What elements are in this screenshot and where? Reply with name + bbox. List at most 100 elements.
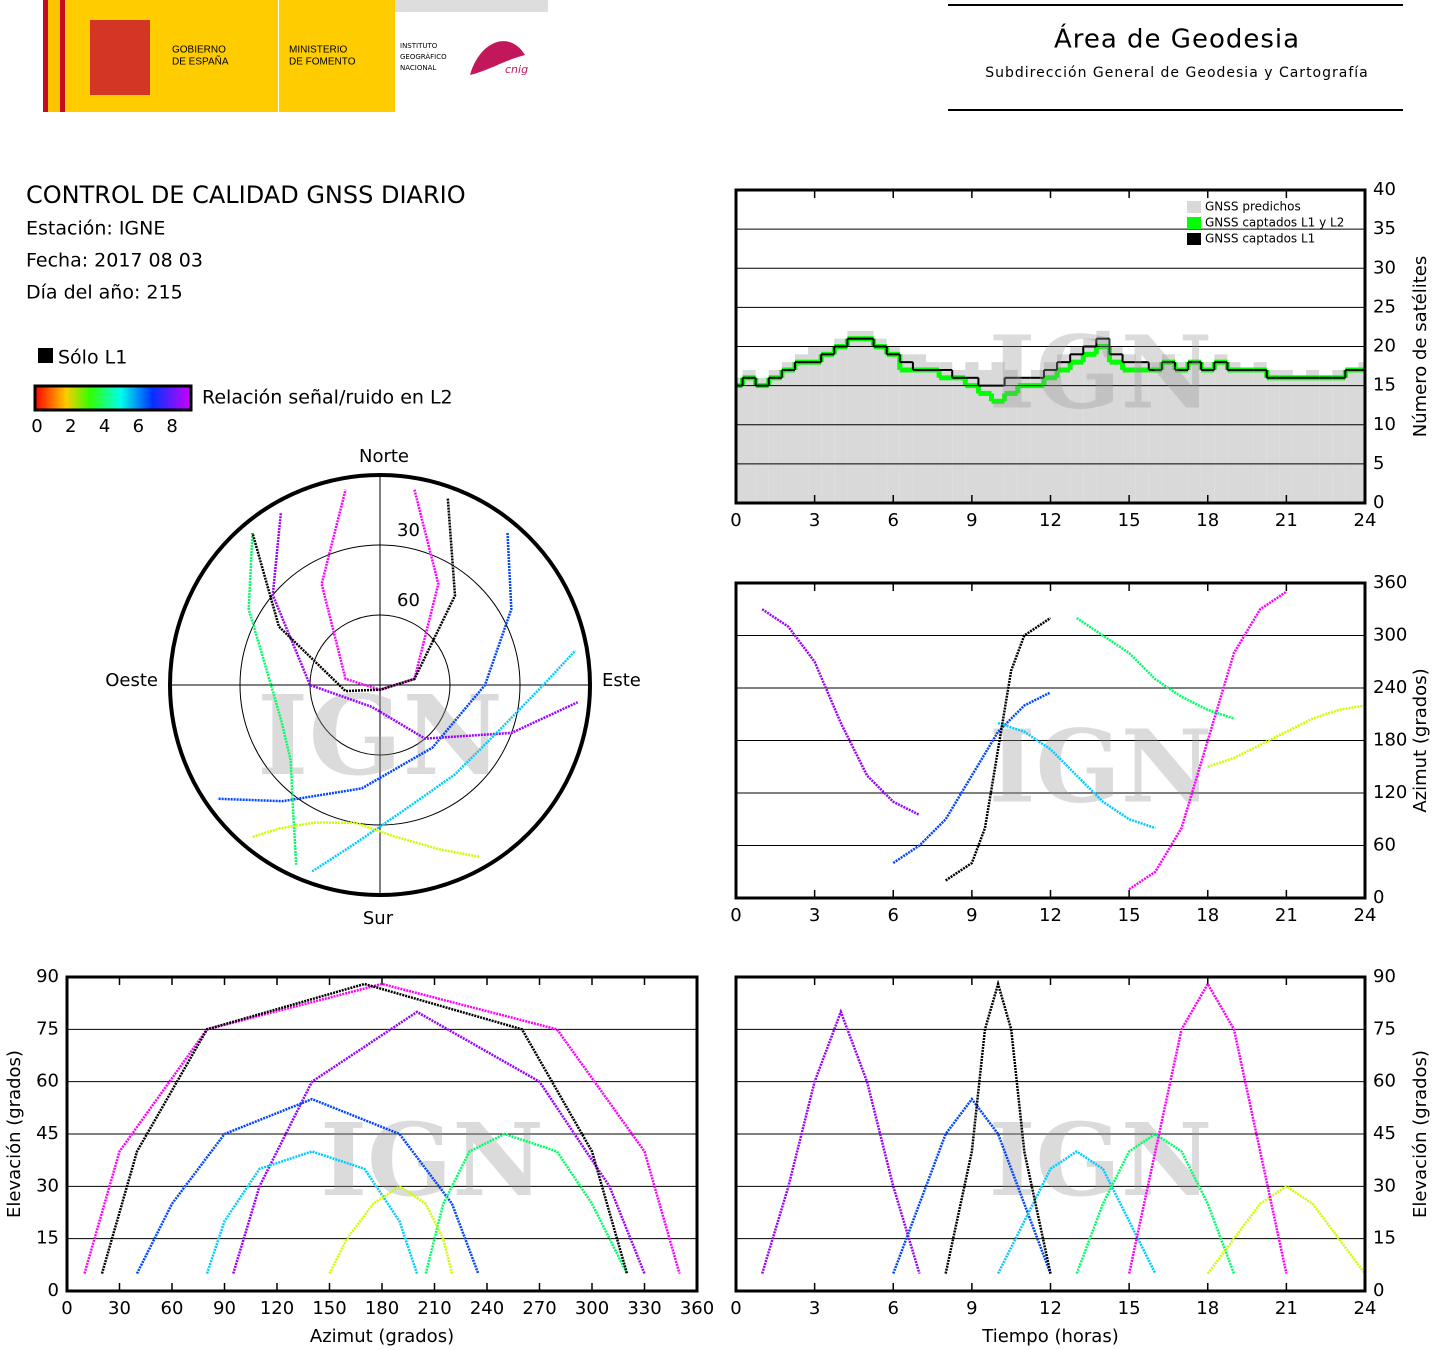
watermark: IGN bbox=[989, 1101, 1213, 1219]
predicted-bar bbox=[952, 369, 966, 503]
x-axis-label: Azimut (grados) bbox=[310, 1326, 454, 1347]
predicted-bar bbox=[939, 362, 953, 503]
sky-track bbox=[311, 649, 577, 873]
y-tick-label: 15 bbox=[36, 1228, 59, 1249]
y-axis-label: Azimut (grados) bbox=[1410, 668, 1431, 812]
y-tick-label: 90 bbox=[1373, 966, 1396, 987]
sky-track bbox=[247, 533, 298, 865]
legend-label: GNSS predichos bbox=[1205, 200, 1301, 214]
snr-tick-label: 0 bbox=[31, 416, 42, 437]
predicted-bar bbox=[1292, 377, 1307, 503]
y-tick-label: 30 bbox=[36, 1175, 59, 1196]
satellite-track bbox=[205, 1150, 419, 1274]
satellite-track bbox=[1076, 616, 1235, 720]
x-tick-label: 210 bbox=[417, 1298, 451, 1319]
satellite-track bbox=[1206, 1184, 1366, 1275]
x-tick-label: 24 bbox=[1354, 905, 1377, 926]
predicted-bar bbox=[1332, 369, 1346, 503]
x-tick-label: 12 bbox=[1039, 905, 1062, 926]
predicted-bar bbox=[768, 369, 782, 503]
l1-only-swatch bbox=[38, 348, 53, 363]
area-subtitle: Subdirección General de Geodesia y Carto… bbox=[985, 65, 1369, 81]
y-tick-label: 25 bbox=[1373, 296, 1396, 317]
legend-label: GNSS captados L1 bbox=[1205, 232, 1315, 246]
direction-label: Sur bbox=[363, 908, 394, 929]
x-tick-label: 3 bbox=[809, 905, 820, 926]
plot-frame bbox=[734, 581, 1367, 900]
direction-label: Oeste bbox=[105, 670, 158, 691]
x-tick-label: 15 bbox=[1118, 905, 1141, 926]
y-tick-label: 30 bbox=[1373, 257, 1396, 278]
x-tick-label: 24 bbox=[1354, 1298, 1377, 1319]
x-tick-label: 21 bbox=[1275, 510, 1298, 531]
x-tick-label: 12 bbox=[1039, 510, 1062, 531]
y-tick-label: 0 bbox=[48, 1280, 59, 1301]
legend-swatch bbox=[1187, 233, 1201, 245]
watermark: IGN bbox=[989, 707, 1213, 825]
institute-name: GEOGRÁFICO bbox=[400, 52, 447, 61]
predicted-bar bbox=[834, 338, 848, 503]
x-tick-label: 6 bbox=[888, 510, 899, 531]
predicted-bar bbox=[1201, 362, 1215, 503]
predicted-bar bbox=[1017, 377, 1031, 503]
y-tick-label: 75 bbox=[1373, 1018, 1396, 1039]
y-tick-label: 120 bbox=[1373, 782, 1407, 803]
satellite-track bbox=[892, 1097, 1052, 1274]
predicted-bar bbox=[1148, 362, 1162, 503]
y-tick-label: 60 bbox=[1373, 835, 1396, 856]
y-tick-label: 300 bbox=[1373, 625, 1407, 646]
predicted-bar bbox=[781, 362, 795, 503]
x-tick-label: 0 bbox=[730, 905, 741, 926]
day-of-year: Día del año: 215 bbox=[26, 282, 183, 304]
y-tick-label: 45 bbox=[1373, 1123, 1396, 1144]
sky-track bbox=[217, 533, 513, 803]
predicted-bar bbox=[860, 330, 874, 503]
x-tick-label: 9 bbox=[966, 1298, 977, 1319]
predicted-bar bbox=[1240, 369, 1254, 503]
satellite-track bbox=[83, 982, 681, 1274]
x-tick-label: 0 bbox=[730, 1298, 741, 1319]
satellite-track bbox=[424, 1132, 629, 1275]
predicted-bar bbox=[755, 377, 769, 503]
predicted-bar bbox=[1358, 362, 1365, 503]
x-tick-label: 18 bbox=[1196, 510, 1219, 531]
predicted-bar bbox=[742, 369, 756, 503]
snr-tick-label: 4 bbox=[99, 416, 110, 437]
x-axis-label: Tiempo (horas) bbox=[981, 1326, 1119, 1347]
plot-frame bbox=[734, 975, 1367, 1293]
x-tick-label: 15 bbox=[1118, 510, 1141, 531]
y-tick-label: 180 bbox=[1373, 730, 1407, 751]
satellite-track bbox=[135, 1097, 480, 1275]
x-tick-label: 150 bbox=[312, 1298, 346, 1319]
x-tick-label: 30 bbox=[108, 1298, 131, 1319]
x-tick-label: 15 bbox=[1118, 1298, 1141, 1319]
x-tick-label: 90 bbox=[213, 1298, 236, 1319]
predicted-bar bbox=[1083, 338, 1097, 503]
predicted-bar bbox=[965, 362, 979, 503]
x-tick-label: 330 bbox=[627, 1298, 661, 1319]
y-tick-label: 5 bbox=[1373, 453, 1384, 474]
area-title: Área de Geodesia bbox=[1054, 23, 1300, 55]
legend-label: GNSS captados L1 y L2 bbox=[1205, 216, 1344, 230]
predicted-bar bbox=[912, 354, 927, 503]
header-logo bbox=[43, 0, 548, 112]
x-tick-label: 3 bbox=[809, 510, 820, 531]
predicted-bar bbox=[1266, 369, 1280, 503]
predicted-bar bbox=[899, 354, 913, 503]
x-tick-label: 6 bbox=[888, 1298, 899, 1319]
station: Estación: IGNE bbox=[26, 218, 165, 240]
predicted-bar bbox=[1030, 369, 1044, 503]
ring-label: 60 bbox=[397, 590, 420, 611]
y-tick-label: 90 bbox=[36, 966, 59, 987]
predicted-bar bbox=[1122, 354, 1136, 503]
predicted-bar bbox=[1253, 362, 1267, 503]
x-tick-label: 3 bbox=[809, 1298, 820, 1319]
y-tick-label: 15 bbox=[1373, 375, 1396, 396]
predicted-bar bbox=[1057, 354, 1071, 503]
elevation-ring bbox=[309, 614, 451, 756]
y-tick-label: 75 bbox=[36, 1018, 59, 1039]
x-tick-label: 18 bbox=[1196, 905, 1219, 926]
y-tick-label: 0 bbox=[1373, 492, 1384, 513]
elevation-ring bbox=[239, 544, 521, 826]
cnig-logo: cnig bbox=[505, 63, 528, 76]
